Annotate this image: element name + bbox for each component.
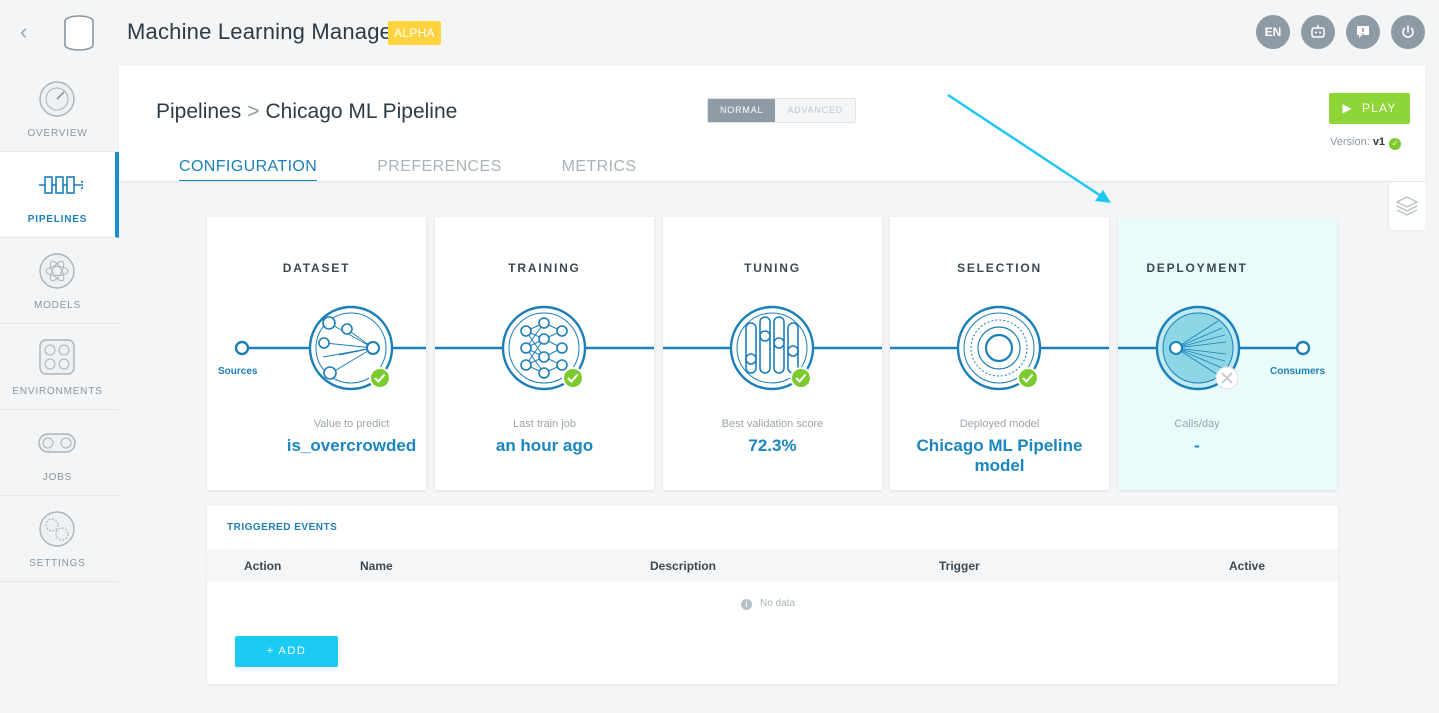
breadcrumb-pipelines-link[interactable]: Pipelines: [156, 100, 242, 123]
triggered-events-panel: TRIGGERED EVENTS Action Name Description…: [207, 506, 1338, 684]
feedback-button[interactable]: [1346, 15, 1380, 49]
layers-icon: [1395, 196, 1419, 216]
pipeline-steps: DATASET Sources Value to: [207, 217, 1338, 490]
tab-configuration[interactable]: CONFIGURATION: [179, 158, 318, 182]
column-header-trigger: Trigger: [939, 559, 980, 573]
add-event-button[interactable]: + ADD: [235, 636, 338, 667]
database-icon: [64, 15, 94, 51]
consumers-label: Consumers: [1270, 366, 1326, 377]
column-header-action: Action: [244, 559, 282, 573]
column-header-name: Name: [360, 559, 393, 573]
app-title: Machine Learning Manager: [127, 19, 400, 44]
pipeline-icon: [39, 176, 83, 194]
sidebar-item-label: MODELS: [33, 300, 82, 311]
sources-label: Sources: [218, 366, 258, 377]
step-title: TUNING: [744, 261, 801, 275]
step-title: TRAINING: [508, 261, 581, 275]
dataset-icon: [234, 305, 426, 391]
step-card-selection[interactable]: SELECTION Deployed model Chicago ML Pipe…: [890, 217, 1109, 490]
step-value: is_overcrowded: [286, 436, 417, 455]
version-info: Version: v1 ✓: [1330, 136, 1402, 150]
tab-divider: [119, 181, 1425, 182]
cube-cluster-icon: [39, 339, 75, 375]
step-card-tuning[interactable]: TUNING Best validation score 72.3%: [663, 217, 882, 490]
step-card-deployment[interactable]: DEPLOYMENT Consumers Calls/day -: [1118, 217, 1337, 490]
sidebar-item-label: OVERVIEW: [27, 128, 88, 139]
gears-icon: [39, 511, 75, 547]
atom-icon: [39, 253, 75, 289]
column-header-active: Active: [1229, 559, 1266, 573]
breadcrumb-separator: >: [247, 100, 260, 123]
target-icon: [890, 305, 1109, 391]
column-header-description: Description: [650, 559, 717, 573]
sidebar-item-environments[interactable]: ENVIRONMENTS: [0, 324, 119, 410]
step-value: -: [1194, 436, 1200, 455]
sidebar-item-overview[interactable]: OVERVIEW: [0, 66, 119, 152]
empty-state-text: No data: [760, 598, 796, 609]
mode-normal-button[interactable]: NORMAL: [708, 99, 776, 122]
back-icon[interactable]: ‹: [20, 19, 28, 44]
page-header: Pipelines > Chicago ML Pipeline NORMAL ADV…: [119, 66, 1425, 182]
step-title: SELECTION: [957, 261, 1042, 275]
broadcast-icon: [1118, 305, 1311, 391]
step-value: 72.3%: [748, 436, 797, 455]
step-subtitle: Deployed model: [959, 418, 1040, 430]
events-table-header: Action Name Description Trigger Active: [207, 549, 1338, 581]
sidebar-item-label: ENVIRONMENTS: [12, 386, 103, 397]
layers-button[interactable]: [1389, 182, 1425, 230]
events-title: TRIGGERED EVENTS: [227, 522, 338, 533]
sidebar-item-label: PIPELINES: [27, 214, 88, 225]
bot-icon: [1311, 25, 1325, 38]
sliders-icon: [663, 305, 882, 391]
feedback-icon: [1357, 26, 1369, 38]
play-label: PLAY: [1361, 101, 1397, 115]
breadcrumb-current: Chicago ML Pipeline: [265, 100, 458, 123]
play-button[interactable]: ▶ PLAY: [1329, 93, 1410, 124]
mode-toggle: NORMAL ADVANCED: [707, 98, 857, 123]
sidebar-item-pipelines[interactable]: PIPELINES: [0, 152, 119, 238]
sidebar-item-label: SETTINGS: [29, 558, 86, 569]
play-icon: ▶: [1342, 101, 1353, 115]
main-panel: Pipelines > Chicago ML Pipeline NORMAL ADV…: [119, 66, 1425, 713]
app-launcher-button[interactable]: [1301, 15, 1335, 49]
conveyor-icon: [38, 433, 76, 453]
gauge-icon: [39, 81, 75, 117]
step-subtitle: Best validation score: [721, 418, 824, 430]
sidebar: OVERVIEW PIPELINES MODELS ENVIRONMENTS J…: [0, 66, 119, 584]
step-title: DEPLOYMENT: [1146, 261, 1248, 275]
step-subtitle: Last train job: [513, 418, 576, 430]
sidebar-item-settings[interactable]: SETTINGS: [0, 496, 119, 582]
tab-bar: CONFIGURATION PREFERENCES METRICS: [179, 158, 636, 182]
step-card-training[interactable]: TRAINING La: [435, 217, 654, 490]
tab-preferences[interactable]: PREFERENCES: [377, 158, 502, 175]
tab-metrics[interactable]: METRICS: [561, 158, 637, 175]
sidebar-item-label: JOBS: [42, 472, 73, 483]
sidebar-item-jobs[interactable]: JOBS: [0, 410, 119, 496]
language-button[interactable]: EN: [1256, 15, 1290, 49]
step-value: Chicago ML Pipeline model: [916, 436, 1083, 475]
step-subtitle: Value to predict: [313, 418, 390, 430]
version-value: v1: [1372, 136, 1386, 148]
breadcrumb: Pipelines > Chicago ML Pipeline: [156, 100, 457, 124]
neural-network-icon: [435, 305, 654, 391]
empty-state: i No data: [741, 598, 795, 610]
sidebar-item-models[interactable]: MODELS: [0, 238, 119, 324]
step-subtitle: Calls/day: [1174, 418, 1220, 430]
step-value: an hour ago: [495, 436, 594, 455]
step-card-dataset[interactable]: DATASET Sources Value to: [207, 217, 426, 490]
step-title: DATASET: [282, 261, 351, 275]
alpha-badge: ALPHA: [388, 21, 441, 45]
info-icon: i: [741, 599, 752, 610]
power-icon: [1402, 25, 1414, 38]
mode-advanced-button[interactable]: ADVANCED: [775, 99, 856, 122]
check-icon: ✓: [1389, 138, 1402, 150]
top-bar: ‹ Machine Learning Manager ALPHA EN: [0, 0, 1439, 66]
version-label: Version:: [1330, 136, 1370, 148]
logout-button[interactable]: [1391, 15, 1425, 49]
